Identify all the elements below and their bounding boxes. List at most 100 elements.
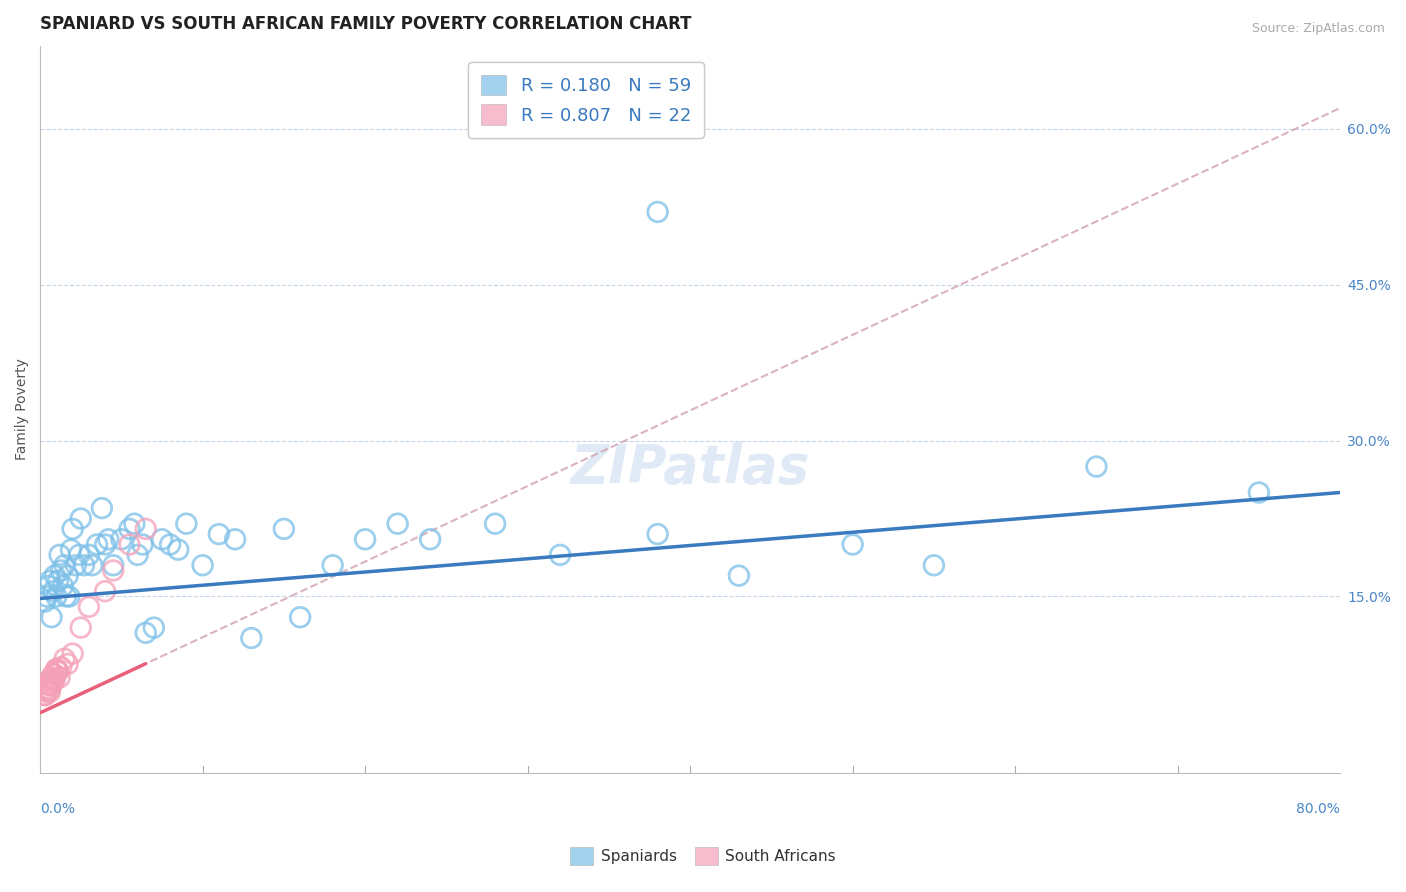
- Point: [103, 558, 125, 573]
- Point: [56, 657, 79, 671]
- Point: [53, 558, 76, 573]
- Point: [35, 590, 58, 604]
- Point: [41, 678, 63, 692]
- Point: [56, 568, 79, 582]
- Point: [135, 625, 157, 640]
- Point: [167, 542, 190, 557]
- Point: [58, 590, 80, 604]
- Point: [288, 610, 311, 624]
- Text: 0.0%: 0.0%: [41, 802, 75, 816]
- Point: [65, 558, 87, 573]
- Point: [69, 511, 91, 525]
- Point: [1085, 459, 1108, 474]
- Text: 80.0%: 80.0%: [1296, 802, 1340, 816]
- Point: [62, 647, 84, 661]
- Point: [142, 621, 165, 635]
- Point: [45, 662, 67, 676]
- Point: [38, 682, 60, 697]
- Point: [841, 537, 863, 551]
- Point: [42, 667, 65, 681]
- Point: [176, 516, 198, 531]
- Text: ZIPatlas: ZIPatlas: [571, 442, 810, 493]
- Point: [53, 652, 76, 666]
- Point: [82, 558, 104, 573]
- Point: [131, 537, 153, 551]
- Point: [97, 533, 120, 547]
- Point: [1247, 485, 1270, 500]
- Point: [322, 558, 344, 573]
- Point: [94, 584, 117, 599]
- Point: [37, 678, 59, 692]
- Point: [42, 584, 65, 599]
- Point: [90, 501, 112, 516]
- Point: [48, 671, 70, 685]
- Point: [647, 527, 669, 541]
- Point: [94, 537, 117, 551]
- Point: [41, 673, 63, 687]
- Point: [135, 522, 157, 536]
- Point: [34, 594, 56, 608]
- Point: [46, 574, 69, 588]
- Point: [240, 631, 263, 645]
- Point: [69, 621, 91, 635]
- Point: [51, 564, 73, 578]
- Point: [37, 678, 59, 692]
- Point: [42, 674, 65, 689]
- Text: Source: ZipAtlas.com: Source: ZipAtlas.com: [1251, 22, 1385, 36]
- Point: [484, 516, 506, 531]
- Point: [35, 685, 58, 699]
- Point: [77, 599, 100, 614]
- Point: [127, 548, 149, 562]
- Point: [728, 568, 751, 582]
- Point: [150, 533, 173, 547]
- Point: [118, 537, 141, 551]
- Point: [77, 548, 100, 562]
- Point: [59, 542, 82, 557]
- Point: [118, 522, 141, 536]
- Point: [44, 568, 66, 582]
- Point: [191, 558, 214, 573]
- Point: [52, 579, 75, 593]
- Point: [38, 673, 60, 687]
- Point: [922, 558, 945, 573]
- Point: [647, 205, 669, 219]
- Point: [103, 564, 125, 578]
- Point: [42, 674, 65, 689]
- Point: [45, 662, 67, 676]
- Point: [387, 516, 409, 531]
- Point: [48, 548, 70, 562]
- Point: [35, 681, 58, 695]
- Point: [86, 537, 108, 551]
- Point: [46, 665, 69, 679]
- Point: [34, 688, 56, 702]
- Legend: Spaniards, South Africans: Spaniards, South Africans: [564, 841, 842, 871]
- Point: [44, 667, 66, 681]
- Point: [354, 533, 377, 547]
- Point: [37, 674, 59, 689]
- Point: [110, 533, 132, 547]
- Point: [73, 558, 96, 573]
- Point: [208, 527, 231, 541]
- Point: [38, 574, 60, 588]
- Point: [38, 685, 60, 699]
- Point: [419, 533, 441, 547]
- Point: [67, 548, 90, 562]
- Point: [44, 673, 66, 687]
- Y-axis label: Family Poverty: Family Poverty: [15, 359, 30, 460]
- Point: [55, 590, 77, 604]
- Point: [45, 590, 67, 604]
- Point: [51, 660, 73, 674]
- Point: [46, 665, 69, 679]
- Point: [224, 533, 246, 547]
- Point: [41, 610, 63, 624]
- Point: [35, 682, 58, 697]
- Point: [34, 688, 56, 702]
- Point: [124, 516, 146, 531]
- Point: [548, 548, 571, 562]
- Point: [37, 579, 59, 593]
- Point: [273, 522, 295, 536]
- Legend: R = 0.180   N = 59, R = 0.807   N = 22: R = 0.180 N = 59, R = 0.807 N = 22: [468, 62, 704, 138]
- Point: [41, 671, 63, 685]
- Point: [159, 537, 181, 551]
- Point: [62, 522, 84, 536]
